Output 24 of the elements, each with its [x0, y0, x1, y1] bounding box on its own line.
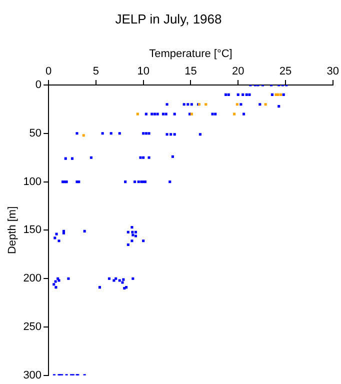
x-tick-label: 0: [45, 65, 52, 78]
x-tick-label: 25: [279, 65, 292, 78]
x-tick-label: 30: [326, 65, 340, 78]
x-tick-label: 20: [232, 65, 244, 78]
point: [204, 103, 208, 106]
chart-title: JELP in July, 1968: [115, 11, 222, 26]
x-tick-label: 10: [137, 65, 150, 78]
point: [82, 134, 85, 137]
y-tick-label: 50: [29, 127, 42, 140]
x-tick-label: 15: [184, 65, 197, 78]
y-tick-label: 100: [23, 176, 42, 188]
point: [279, 93, 282, 96]
point: [264, 103, 267, 106]
y-axis-title: Depth [m]: [6, 206, 19, 254]
point: [136, 112, 139, 116]
point: [236, 103, 238, 106]
y-tick-label: 250: [23, 321, 42, 334]
y-tick-label: 0: [35, 79, 42, 92]
x-tick-label: 5: [92, 65, 100, 78]
x-axis-title: Temperature [°C]: [149, 48, 232, 60]
y-tick-label: 300: [23, 369, 42, 382]
point: [233, 112, 236, 116]
y-tick-label: 150: [23, 224, 42, 236]
y-tick-label: 200: [23, 272, 42, 285]
